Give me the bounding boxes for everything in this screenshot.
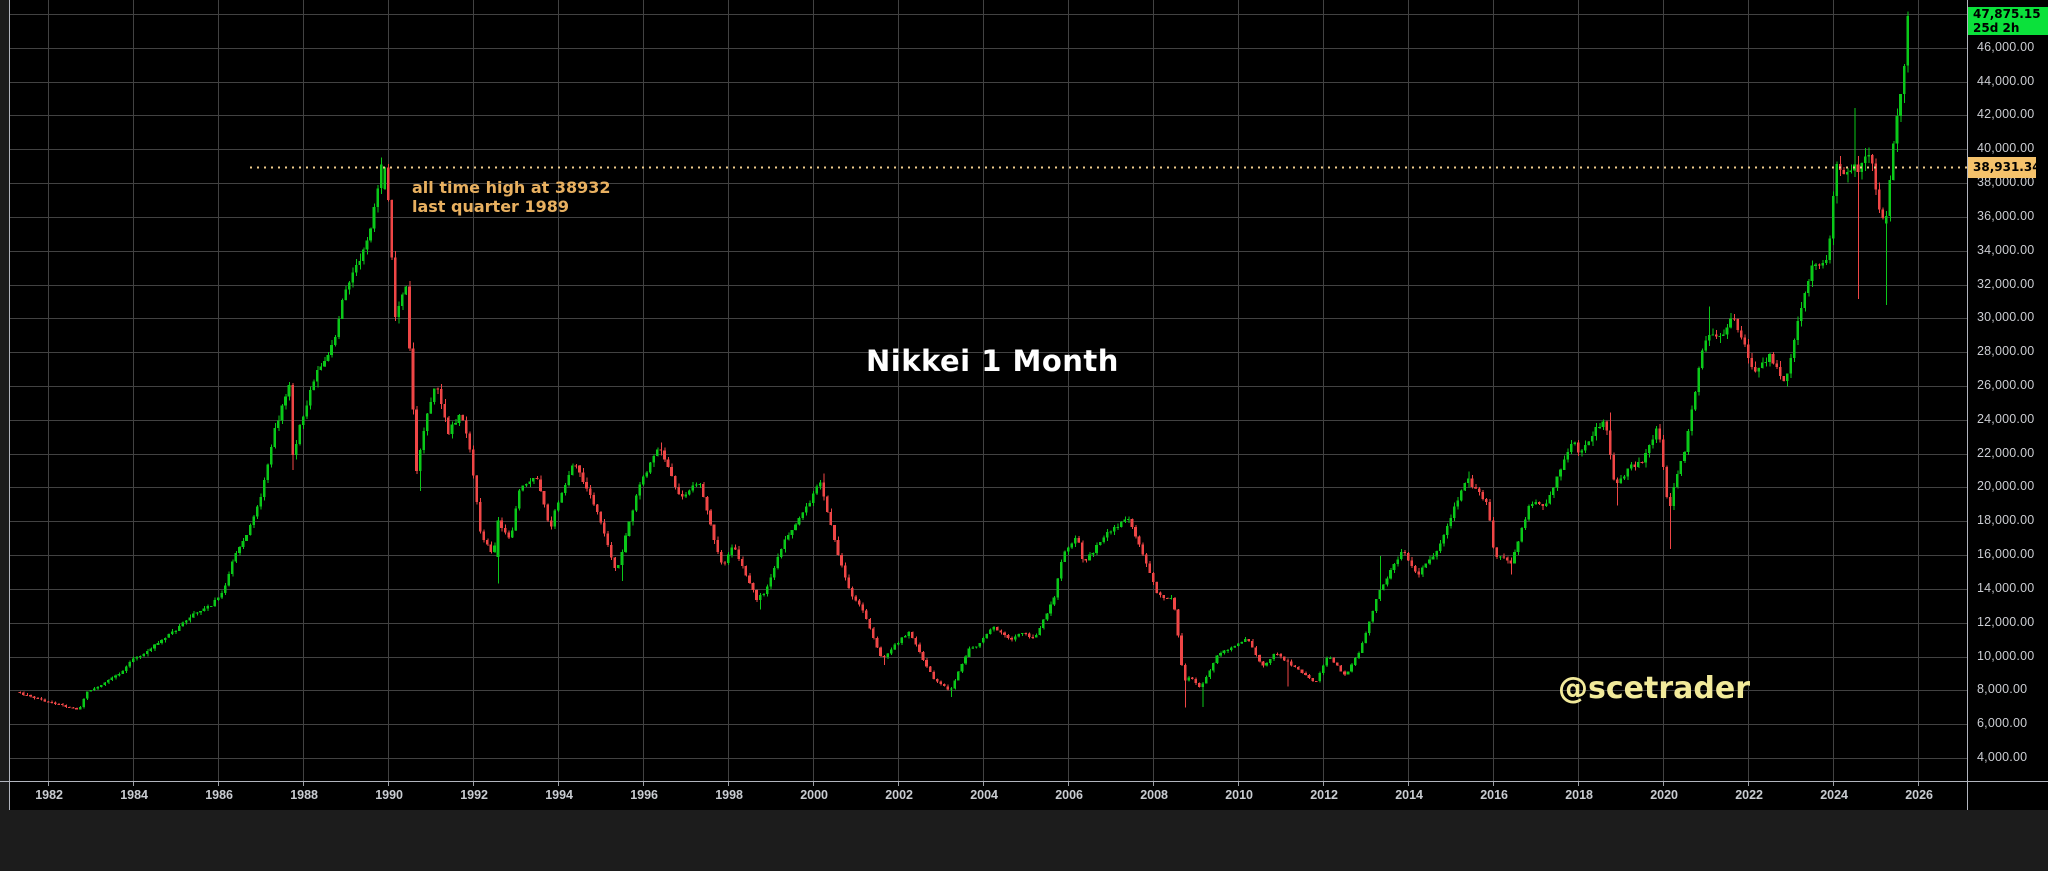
price-axis-label: 24,000.00 [1977,411,2035,426]
footer-bar: TradingView [0,810,2048,871]
price-axis-label: 18,000.00 [1977,513,2035,528]
ath-annotation-line1: all time high at 38932 [412,178,611,197]
time-axis-label: 1996 [630,788,658,802]
price-axis-label: 12,000.00 [1977,614,2035,629]
time-axis-label: 2018 [1565,788,1594,802]
price-axis-label: 36,000.00 [1977,208,2035,223]
ath-price-badge: 38,931.34 [1968,157,2041,178]
time-axis-label: 2008 [1140,788,1169,802]
time-axis-tick [983,781,985,786]
time-axis-tick [1153,781,1155,786]
time-axis-tick [218,781,220,786]
chart-title: Nikkei 1 Month [866,344,1119,378]
price-axis-label: 16,000.00 [1977,547,2035,562]
chart-pane[interactable] [9,0,1967,781]
candlestick-layer [18,11,1909,710]
time-axis-label: 1982 [35,788,63,802]
time-axis-tick [643,781,645,786]
time-axis-label: 1994 [545,788,573,802]
time-axis-tick [1833,781,1835,786]
time-axis-tick [133,781,135,786]
price-axis-label: 28,000.00 [1977,344,2035,359]
time-axis-tick [1748,781,1750,786]
time-axis-tick [1238,781,1240,786]
ath-annotation-line2: last quarter 1989 [412,197,570,216]
price-axis-label: 40,000.00 [1977,141,2035,156]
time-axis-tick [728,781,730,786]
time-axis-tick [473,781,475,786]
price-axis-label: 30,000.00 [1977,310,2035,325]
time-axis-tick [48,781,50,786]
last-price-value: 47,875.15 [1973,7,2041,21]
time-axis-label: 2002 [885,788,914,802]
time-axis-tick [1663,781,1665,786]
time-axis-label: 2000 [800,788,829,802]
price-axis-label: 34,000.00 [1977,242,2035,257]
price-axis-label: 46,000.00 [1977,39,2035,54]
price-axis-label: 26,000.00 [1977,378,2035,393]
pane-left-border [9,0,10,810]
time-axis-tick [558,781,560,786]
price-axis-label: 32,000.00 [1977,276,2035,291]
time-axis[interactable]: 1982 1984 1986 1988 1990 1992 1994 1996 1998 2000… [10,781,2048,810]
price-axis-label: 44,000.00 [1977,73,2035,88]
time-axis-label: 2014 [1395,788,1424,802]
watermark: @scetrader [1558,671,1750,706]
time-axis-tick [388,781,390,786]
price-axis-label: 6,000.00 [1977,716,2028,731]
time-axis-label: 2024 [1820,788,1849,802]
price-axis-label: 4,000.00 [1977,750,2028,765]
last-price-badge: 47,875.15 25d 2h [1968,7,2048,35]
candlestick-chart[interactable] [9,0,1967,781]
time-axis-tick [813,781,815,786]
price-axis-label: 10,000.00 [1977,648,2035,663]
ath-annotation: all time high at 38932 last quarter 1989 [412,178,611,216]
time-axis-border [0,781,2048,782]
time-axis-label: 2020 [1650,788,1679,802]
price-axis-label: 38,000.00 [1977,175,2035,190]
time-axis-label: 1998 [715,788,743,802]
time-axis-label: 2004 [970,788,999,802]
price-axis-label: 14,000.00 [1977,580,2035,595]
time-axis-tick [1578,781,1580,786]
time-axis-tick [1918,781,1920,786]
time-axis-label: 1990 [375,788,403,802]
grid-layer [9,0,1967,781]
price-axis-border [1967,0,1968,810]
time-axis-label: 2010 [1225,788,1254,802]
bar-countdown: 25d 2h [1973,21,2020,35]
time-axis-label: 2022 [1735,788,1764,802]
time-axis-tick [898,781,900,786]
time-axis-tick [1323,781,1325,786]
price-axis-label: 42,000.00 [1977,107,2035,122]
time-axis-tick [1408,781,1410,786]
time-axis-label: 1986 [205,788,233,802]
time-axis-label: 1988 [290,788,318,802]
time-axis-label: 2016 [1480,788,1509,802]
time-axis-label: 2006 [1055,788,1084,802]
time-axis-label: 2012 [1310,788,1339,802]
price-axis-label: 20,000.00 [1977,479,2035,494]
time-axis-tick [1493,781,1495,786]
time-axis-label: 2026 [1905,788,1934,802]
price-axis-label: 22,000.00 [1977,445,2035,460]
price-axis[interactable]: 46,000.00 44,000.00 42,000.00 40,000.00 38,0… [1968,0,2048,781]
time-axis-tick [1068,781,1070,786]
time-axis-tick [303,781,305,786]
time-axis-label: 1984 [120,788,148,802]
price-axis-label: 8,000.00 [1977,682,2028,697]
time-axis-label: 1992 [460,788,488,802]
